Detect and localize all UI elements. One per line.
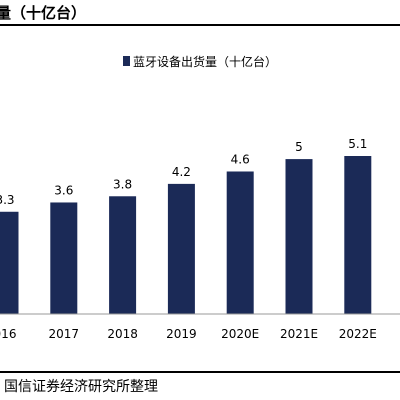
bar-2020E bbox=[226, 171, 254, 314]
chart-title: 量（十亿台） bbox=[0, 4, 87, 22]
bar-2022E bbox=[344, 156, 372, 314]
data-label-2020E: 4.6 bbox=[231, 152, 250, 166]
data-label-2018: 3.8 bbox=[113, 177, 132, 191]
legend-swatch bbox=[123, 56, 130, 66]
x-tick-2021E: 2021E bbox=[280, 327, 318, 341]
bar-2018 bbox=[109, 196, 137, 314]
bar-chart: 蓝牙设备出货量（十亿台） 3.3 3.6 3.8 4.2 4.6 5 5.1 016 2017… bbox=[0, 54, 400, 341]
x-tick-2019: 2019 bbox=[166, 327, 197, 341]
source-note: 国信证券经济研究所整理 bbox=[4, 379, 158, 395]
data-labels: 3.3 3.6 3.8 4.2 4.6 5 5.1 bbox=[0, 137, 367, 207]
source-divider bbox=[0, 371, 400, 373]
data-label-2021E: 5 bbox=[295, 140, 303, 154]
x-tick-2018: 2018 bbox=[107, 327, 138, 341]
legend-label: 蓝牙设备出货量（十亿台） bbox=[133, 54, 277, 69]
x-tick-2022E: 2022E bbox=[339, 327, 377, 341]
legend: 蓝牙设备出货量（十亿台） bbox=[123, 54, 277, 69]
x-tick-2017: 2017 bbox=[49, 327, 80, 341]
data-label-2022E: 5.1 bbox=[348, 137, 367, 151]
x-tick-labels: 0162017201820192020E2021E2022E2 bbox=[0, 327, 377, 341]
data-label-2016: 3.3 bbox=[0, 193, 15, 207]
data-label-2019: 4.2 bbox=[172, 165, 191, 179]
bar-2017 bbox=[50, 202, 78, 314]
data-label-2017: 3.6 bbox=[54, 183, 73, 197]
x-tick-2020E: 2020E bbox=[221, 327, 259, 341]
bar-2019 bbox=[167, 183, 195, 314]
bar-2016 bbox=[0, 211, 19, 314]
bars bbox=[0, 156, 372, 314]
title-divider bbox=[0, 24, 400, 26]
bar-2021E bbox=[285, 159, 313, 314]
x-tick-2016: 016 bbox=[0, 327, 16, 341]
